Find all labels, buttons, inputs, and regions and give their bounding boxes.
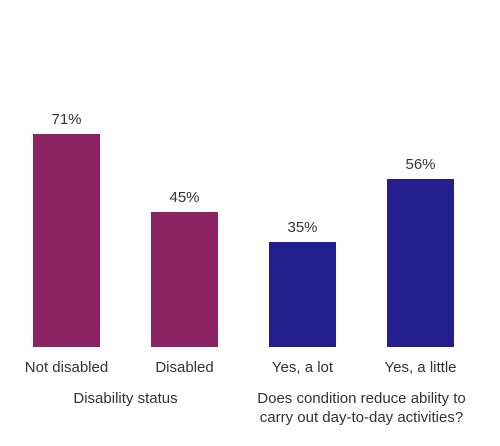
data-label: 56% <box>405 156 435 173</box>
data-label: 45% <box>169 189 199 206</box>
category-tick-label: Disabled <box>155 359 213 376</box>
category-tick-label: Yes, a little <box>385 359 457 376</box>
bar-yes-a-lot <box>269 242 336 347</box>
category-tick-label: Not disabled <box>25 359 108 376</box>
category-tick-label: Yes, a lot <box>272 359 334 376</box>
group-label: Disability status <box>73 390 177 407</box>
data-label: 71% <box>51 111 81 128</box>
group-label: Does condition reduce ability to <box>257 390 465 407</box>
group-labels-layer: Disability status Does condition reduce a… <box>73 390 465 426</box>
bar-not-disabled <box>33 134 100 347</box>
tick-labels-layer: Not disabled Disabled Yes, a lot Yes, a lit… <box>25 359 457 376</box>
bar-yes-a-little <box>387 179 454 347</box>
bars-layer <box>33 134 454 347</box>
data-label: 35% <box>287 219 317 236</box>
bar-disabled <box>151 212 218 347</box>
group-label: carry out day-to-day activities? <box>260 409 463 426</box>
value-labels-layer: 71% 45% 35% 56% <box>51 111 435 236</box>
